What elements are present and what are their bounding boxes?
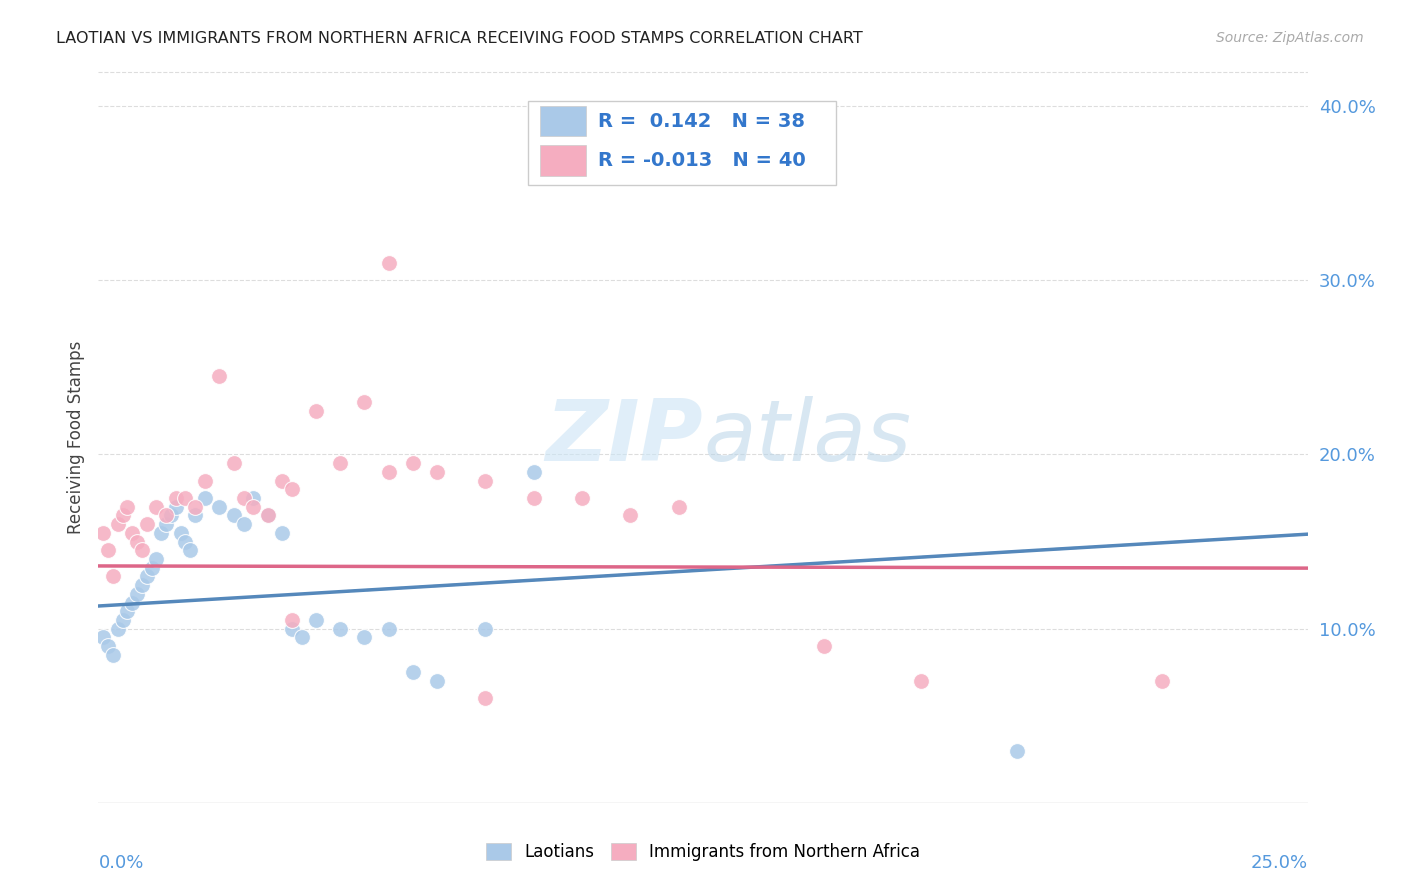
Point — [523, 465, 546, 479]
Point — [402, 456, 425, 470]
FancyBboxPatch shape — [540, 106, 586, 136]
Point — [127, 534, 149, 549]
Legend: Laotians, Immigrants from Northern Africa: Laotians, Immigrants from Northern Afric… — [479, 836, 927, 868]
Point — [232, 517, 254, 532]
Point — [174, 491, 197, 505]
Point — [353, 631, 375, 645]
Point — [127, 587, 149, 601]
Text: R = -0.013   N = 40: R = -0.013 N = 40 — [598, 151, 806, 170]
Point — [97, 639, 120, 653]
Point — [290, 631, 312, 645]
Point — [117, 604, 139, 618]
Point — [222, 456, 245, 470]
Point — [281, 483, 304, 497]
Point — [281, 613, 304, 627]
Point — [184, 508, 207, 523]
FancyBboxPatch shape — [540, 145, 586, 176]
Y-axis label: Receiving Food Stamps: Receiving Food Stamps — [66, 341, 84, 533]
FancyBboxPatch shape — [527, 101, 837, 185]
Text: Source: ZipAtlas.com: Source: ZipAtlas.com — [1216, 31, 1364, 45]
Point — [377, 465, 399, 479]
Point — [101, 648, 124, 662]
Point — [329, 456, 352, 470]
Point — [145, 500, 167, 514]
Point — [523, 491, 546, 505]
Point — [107, 517, 129, 532]
Text: ZIP: ZIP — [546, 395, 703, 479]
Point — [910, 673, 932, 688]
Point — [208, 369, 231, 384]
Point — [131, 543, 153, 558]
Point — [174, 534, 197, 549]
Point — [329, 622, 352, 636]
Point — [141, 560, 163, 574]
Point — [179, 543, 201, 558]
Point — [97, 543, 120, 558]
Point — [619, 508, 641, 523]
Point — [1007, 743, 1029, 757]
Point — [256, 508, 278, 523]
Point — [194, 474, 217, 488]
Point — [377, 622, 399, 636]
Point — [184, 500, 207, 514]
Point — [111, 508, 134, 523]
Point — [474, 691, 496, 706]
Point — [91, 525, 114, 540]
Text: LAOTIAN VS IMMIGRANTS FROM NORTHERN AFRICA RECEIVING FOOD STAMPS CORRELATION CHA: LAOTIAN VS IMMIGRANTS FROM NORTHERN AFRI… — [56, 31, 863, 46]
Point — [165, 491, 187, 505]
Point — [121, 595, 143, 609]
Point — [165, 500, 187, 514]
Point — [402, 665, 425, 680]
Point — [155, 517, 177, 532]
Point — [305, 613, 328, 627]
Point — [474, 474, 496, 488]
Point — [107, 622, 129, 636]
Point — [169, 525, 191, 540]
Point — [474, 622, 496, 636]
Point — [117, 500, 139, 514]
Point — [242, 491, 264, 505]
Point — [194, 491, 217, 505]
Point — [813, 639, 835, 653]
Point — [232, 491, 254, 505]
Point — [155, 508, 177, 523]
Point — [426, 673, 449, 688]
Point — [135, 517, 157, 532]
Point — [150, 525, 173, 540]
Point — [101, 569, 124, 583]
Text: 25.0%: 25.0% — [1250, 854, 1308, 872]
Point — [281, 622, 304, 636]
Text: atlas: atlas — [703, 395, 911, 479]
Point — [271, 525, 294, 540]
Point — [111, 613, 134, 627]
Point — [1152, 673, 1174, 688]
Point — [353, 395, 375, 409]
Point — [131, 578, 153, 592]
Point — [377, 256, 399, 270]
Text: R =  0.142   N = 38: R = 0.142 N = 38 — [598, 112, 804, 130]
Point — [426, 465, 449, 479]
Point — [271, 474, 294, 488]
Point — [135, 569, 157, 583]
Point — [121, 525, 143, 540]
Point — [242, 500, 264, 514]
Point — [208, 500, 231, 514]
Point — [91, 631, 114, 645]
Point — [160, 508, 183, 523]
Point — [145, 552, 167, 566]
Text: 0.0%: 0.0% — [98, 854, 143, 872]
Point — [305, 404, 328, 418]
Point — [571, 491, 593, 505]
Point — [668, 500, 690, 514]
Point — [256, 508, 278, 523]
Point — [222, 508, 245, 523]
